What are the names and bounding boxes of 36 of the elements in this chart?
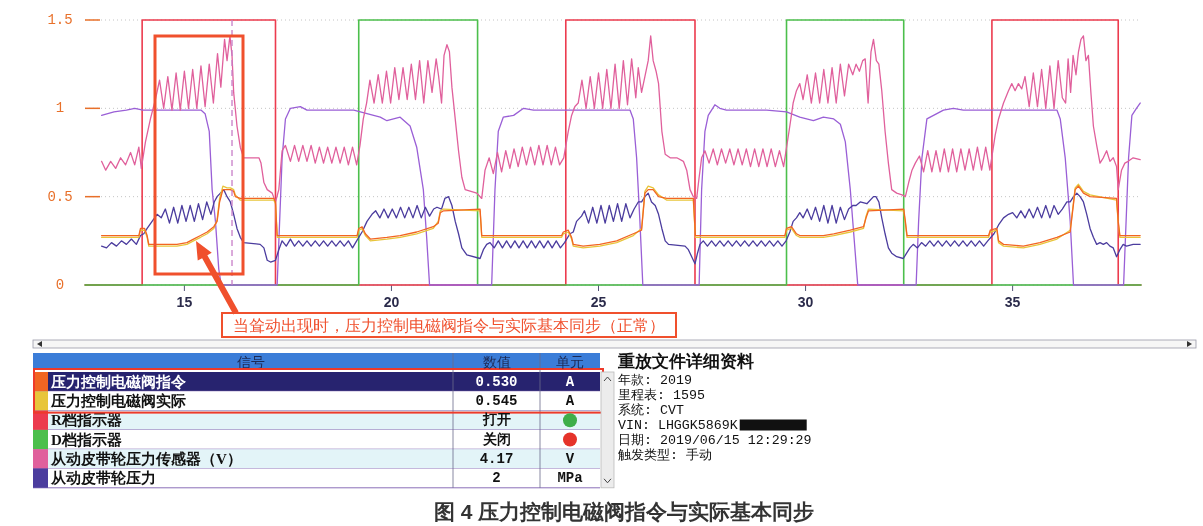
legend-label: 压力控制电磁阀实际	[50, 391, 186, 409]
text: 年款: 2019	[618, 372, 692, 388]
text: MPa	[557, 470, 584, 487]
x-tick-label: 15	[176, 294, 193, 310]
y-tick-label: 1.5	[47, 12, 73, 28]
legend-label: 压力控制电磁阀指令	[50, 373, 187, 390]
legend-label: 从动皮带轮压力	[50, 470, 156, 487]
text: 触发类型: 手动	[618, 447, 712, 463]
x-tick-label: 25	[590, 294, 607, 310]
x-tick-label: 20	[383, 294, 400, 310]
text: 0.530	[475, 373, 518, 390]
text: 4.17	[479, 450, 514, 467]
text: 重放文件详细资料	[617, 351, 754, 371]
text: VIN: LHGGK5869K	[618, 417, 738, 433]
text: 当耸动出现时，压力控制电磁阀指令与实际基本同步（正常）	[233, 316, 665, 334]
legend-label: D档指示器	[51, 431, 122, 448]
text: A	[565, 373, 575, 390]
text: 0.545	[475, 392, 518, 409]
text: 关闭	[481, 430, 511, 448]
y-tick-label: 1	[55, 100, 65, 117]
text: 打开	[481, 412, 511, 429]
legend-label: R档指示器	[51, 412, 122, 429]
x-tick-label: 35	[1004, 294, 1021, 310]
y-tick-label: 0	[55, 277, 65, 293]
text: A	[565, 392, 575, 409]
legend-label: 从动皮带轮压力传感器（V）	[50, 450, 242, 467]
text: 2	[492, 470, 501, 487]
x-tick-label: 30	[797, 294, 814, 310]
text: 日期: 2019/06/15 12:29:29	[618, 432, 812, 448]
text: 单元	[556, 354, 584, 369]
caption: 图 4 压力控制电磁阀指令与实际基本同步	[433, 499, 815, 523]
text: 系统: CVT	[618, 402, 684, 418]
text: 里程表: 1595	[618, 387, 705, 403]
text: V	[565, 450, 575, 467]
y-tick-label: 0.5	[47, 188, 73, 205]
text: 数值	[482, 354, 511, 369]
